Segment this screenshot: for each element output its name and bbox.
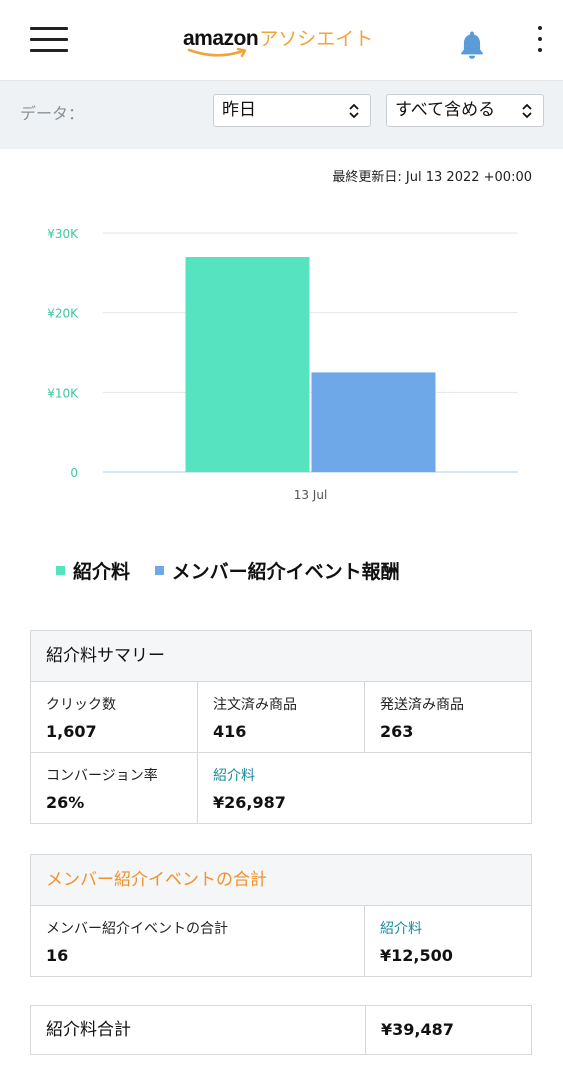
fee-value: ¥26,987 [213,793,286,812]
y-tick-label: ¥20K [47,307,79,321]
legend-label: 紹介料 [73,561,131,583]
total-fee-label: 紹介料合計 [31,1006,366,1054]
y-tick-label: ¥10K [47,386,79,400]
legend-item-fees[interactable]: 紹介料 [56,561,130,583]
earnings-bar-chart: 0 ¥10K ¥20K ¥30K 13 Jul [47,227,518,502]
total-fee-value: ¥39,487 [381,1020,454,1039]
clicks-value: 1,607 [46,722,97,741]
bell-icon[interactable] [455,28,489,66]
amazon-smile-icon [187,48,247,58]
top-app-bar: amazonアソシエイト [0,0,563,81]
last-updated-text: 最終更新日: Jul 13 2022 +00:00 [332,170,532,185]
amazon-associates-logo[interactable]: amazonアソシエイト [183,24,373,60]
chart-legend: 紹介料 メンバー紹介イベント報酬 [56,557,418,584]
x-tick-label: 13 Jul [294,488,328,502]
bounty-count-value: 16 [46,946,69,965]
bounty-fee-link[interactable]: 紹介料 [380,921,422,937]
fee-link[interactable]: 紹介料 [213,768,255,784]
clicks-label: クリック数 [46,697,116,713]
bounty-summary-title: メンバー紹介イベントの合計 [31,855,531,905]
shipped-items-value: 263 [380,722,414,741]
clicks-cell: クリック数 1,607 [31,682,198,752]
ordered-items-label: 注文済み商品 [213,697,297,713]
shipped-items-label: 発送済み商品 [380,697,464,713]
legend-swatch [56,566,65,575]
bounty-count-cell: メンバー紹介イベントの合計 16 [31,906,365,976]
fee-summary-panel: 紹介料サマリー クリック数 1,607 注文済み商品 416 発送済み商品 26… [30,630,532,824]
bounty-fee-value: ¥12,500 [380,946,453,965]
ordered-items-value: 416 [213,722,247,741]
hamburger-menu-icon[interactable] [30,27,68,53]
conversion-label: コンバージョン率 [46,768,158,784]
shipped-items-cell: 発送済み商品 263 [365,682,531,752]
chevron-updown-icon [349,103,359,119]
fee-summary-title: 紹介料サマリー [31,631,531,681]
period-select[interactable]: 昨日 [213,94,371,127]
y-tick-label: 0 [70,466,78,480]
scope-select-value: すべて含める [395,100,496,120]
legend-label: メンバー紹介イベント報酬 [171,561,400,583]
conversion-cell: コンバージョン率 26% [31,753,198,823]
legend-swatch [154,566,164,575]
bounty-summary-panel: メンバー紹介イベントの合計 メンバー紹介イベントの合計 16 紹介料 ¥12,5… [30,854,532,977]
fee-cell: 紹介料 ¥26,987 [198,753,531,823]
bounty-fee-cell: 紹介料 ¥12,500 [365,906,531,976]
bar-fees [185,257,310,472]
total-fee-row: 紹介料合計 ¥39,487 [30,1005,532,1055]
conversion-value: 26% [46,793,85,812]
ordered-items-cell: 注文済み商品 416 [198,682,365,752]
bounty-count-label: メンバー紹介イベントの合計 [46,921,228,937]
y-tick-label: ¥30K [47,227,79,241]
chevron-updown-icon [522,103,532,119]
period-select-value: 昨日 [222,100,256,120]
data-filter-label: データ： [20,104,85,123]
bar-bounty [311,372,436,472]
kebab-menu-icon[interactable] [536,26,544,56]
legend-item-bounty[interactable]: メンバー紹介イベント報酬 [154,561,400,583]
scope-select[interactable]: すべて含める [386,94,544,127]
